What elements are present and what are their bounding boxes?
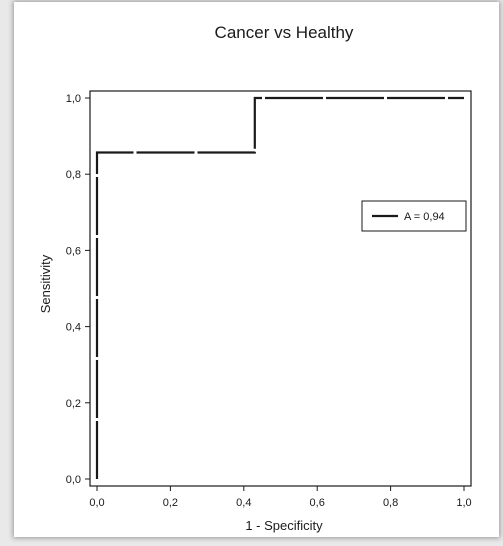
roc-chart: Cancer vs Healthy 0,00,20,40,60,81,00,0 0… [38, 23, 472, 533]
plot-area: 0,0 0,2 0,4 0,6 0,8 1,0 0,0 0,2 0,4 0,6 0,8 1,0 A = … [66, 90, 472, 509]
y-tick-label: 0,0 [66, 474, 81, 486]
legend-label: A = 0,94 [404, 211, 445, 223]
x-tick-label: 1,0 [456, 497, 471, 509]
x-tick-label: 0,6 [310, 497, 325, 509]
y-axis-label: Sensitivity [38, 254, 53, 313]
x-tick-label: 0,2 [163, 497, 178, 509]
x-tick-label: 0,4 [236, 497, 251, 509]
chart-frame: Cancer vs Healthy 0,0 0,2 0,4 0,6 0,8 1,0 0,0 0… [14, 2, 499, 537]
roc-curve [95, 96, 464, 479]
y-tick-label: 0,8 [66, 169, 81, 181]
x-tick-label: 0,0 [89, 497, 104, 509]
x-axis-label: 1 - Specificity [245, 518, 323, 533]
chart-title: Cancer vs Healthy [215, 23, 354, 42]
y-tick-label: 1,0 [66, 93, 81, 105]
y-tick-label: 0,6 [66, 245, 81, 257]
y-tick-label: 0,4 [66, 322, 81, 334]
plot-border [89, 90, 472, 487]
y-tick-label: 0,2 [66, 398, 81, 410]
x-tick-label: 0,8 [383, 497, 398, 509]
